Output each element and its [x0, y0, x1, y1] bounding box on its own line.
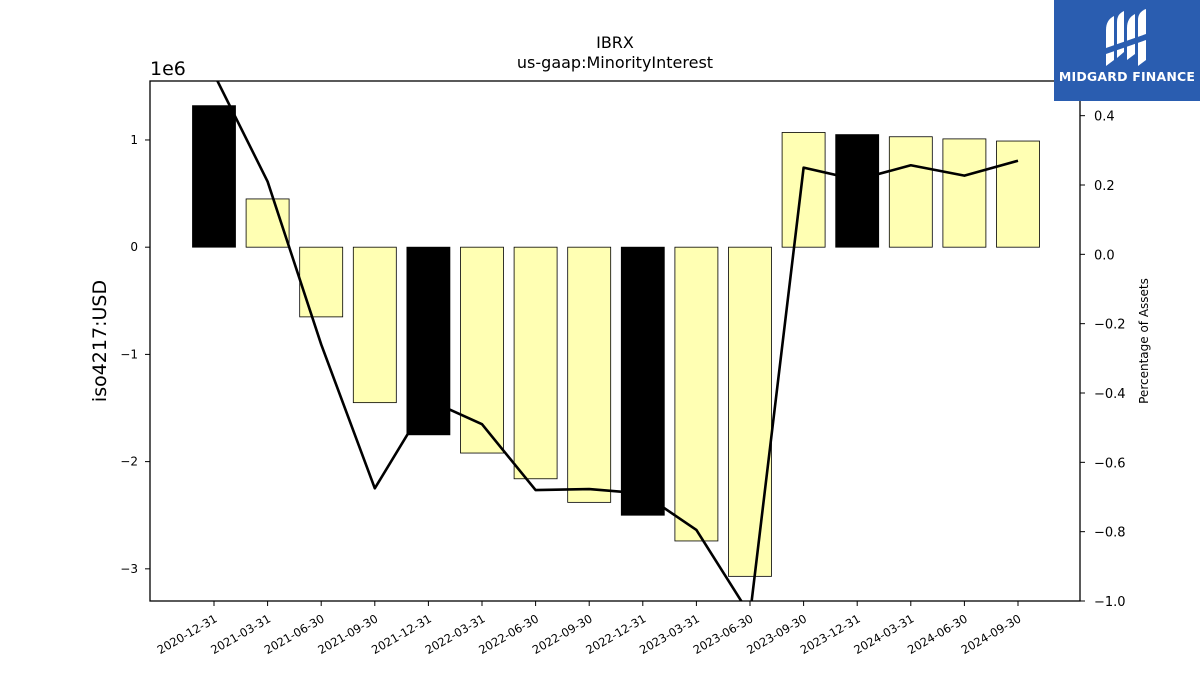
y-tick-label: −3	[120, 562, 138, 576]
x-tick-label: 2021-09-30	[315, 611, 380, 657]
bar-2020-12-31	[192, 105, 236, 248]
chart-title: IBRX	[596, 33, 634, 52]
y2-tick-label: −0.4	[1094, 387, 1126, 402]
y2-tick-label: −0.6	[1094, 456, 1126, 471]
x-tick-label: 2023-09-30	[744, 611, 809, 657]
x-tick-label: 2023-03-31	[637, 611, 702, 657]
chart-subtitle: us-gaap:MinorityInterest	[517, 53, 713, 72]
bar-2021-12-31	[406, 246, 451, 436]
y-axis-label: iso4217:USD	[89, 280, 111, 402]
y-tick-label: 0	[130, 240, 138, 254]
midgard-finance-logo: MIDGARD FINANCE	[1054, 0, 1200, 101]
bars-group	[192, 105, 1040, 577]
y-tick-label: −1	[120, 347, 138, 361]
logo-text: MIDGARD FINANCE	[1058, 69, 1196, 84]
percentage-of-assets-line	[216, 81, 1019, 601]
x-tick-label: 2023-12-31	[798, 611, 863, 657]
bar-2023-03-31	[674, 246, 719, 542]
line-group	[216, 81, 1019, 601]
x-tick-label: 2020-12-31	[155, 611, 220, 657]
x-tick-label: 2022-03-31	[423, 611, 488, 657]
y2-tick-label: −0.8	[1094, 526, 1126, 541]
x-tick-label: 2023-06-30	[691, 611, 756, 657]
x-tick-label: 2021-03-31	[208, 611, 273, 657]
x-tick-label: 2022-09-30	[530, 611, 595, 657]
y2-tick-label: −0.2	[1094, 318, 1126, 333]
x-tick-label: 2022-12-31	[583, 611, 648, 657]
bar-2023-09-30	[781, 132, 826, 248]
bar-2023-12-31	[835, 134, 880, 248]
plot-frame	[149, 80, 1081, 602]
x-tick-label: 2021-06-30	[262, 611, 327, 657]
y2-tick-label: 0.2	[1094, 179, 1115, 194]
x-tick-label: 2024-03-31	[851, 611, 916, 657]
y-tick-label: 1	[130, 133, 138, 147]
bar-2021-09-30	[352, 246, 397, 404]
y2-tick-label: −1.0	[1094, 595, 1126, 610]
bar-2023-06-30	[728, 246, 772, 577]
bar-2024-06-30	[942, 138, 987, 248]
x-tick-label: 2024-06-30	[905, 611, 970, 657]
y2-axis-label: Percentage of Assets	[1137, 278, 1151, 404]
bar-2021-06-30	[299, 246, 344, 318]
x-tick-label: 2024-09-30	[959, 611, 1024, 657]
bar-2022-03-31	[460, 246, 504, 454]
midgard-logo-icon	[1106, 9, 1146, 66]
bar-2021-03-31	[245, 198, 290, 248]
bar-2022-12-31	[620, 246, 665, 516]
bar-2024-09-30	[996, 140, 1040, 248]
x-tick-label: 2022-06-30	[476, 611, 541, 657]
y-tick-label: −2	[120, 455, 138, 469]
y-axis-scale-label: 1e6	[150, 58, 186, 80]
x-tick-label: 2021-12-31	[369, 611, 434, 657]
bar-2024-03-31	[888, 136, 933, 248]
bar-2022-06-30	[513, 246, 558, 480]
y2-tick-label: 0.0	[1094, 248, 1115, 263]
y2-tick-label: 0.4	[1094, 110, 1115, 125]
bar-2022-09-30	[567, 246, 612, 503]
